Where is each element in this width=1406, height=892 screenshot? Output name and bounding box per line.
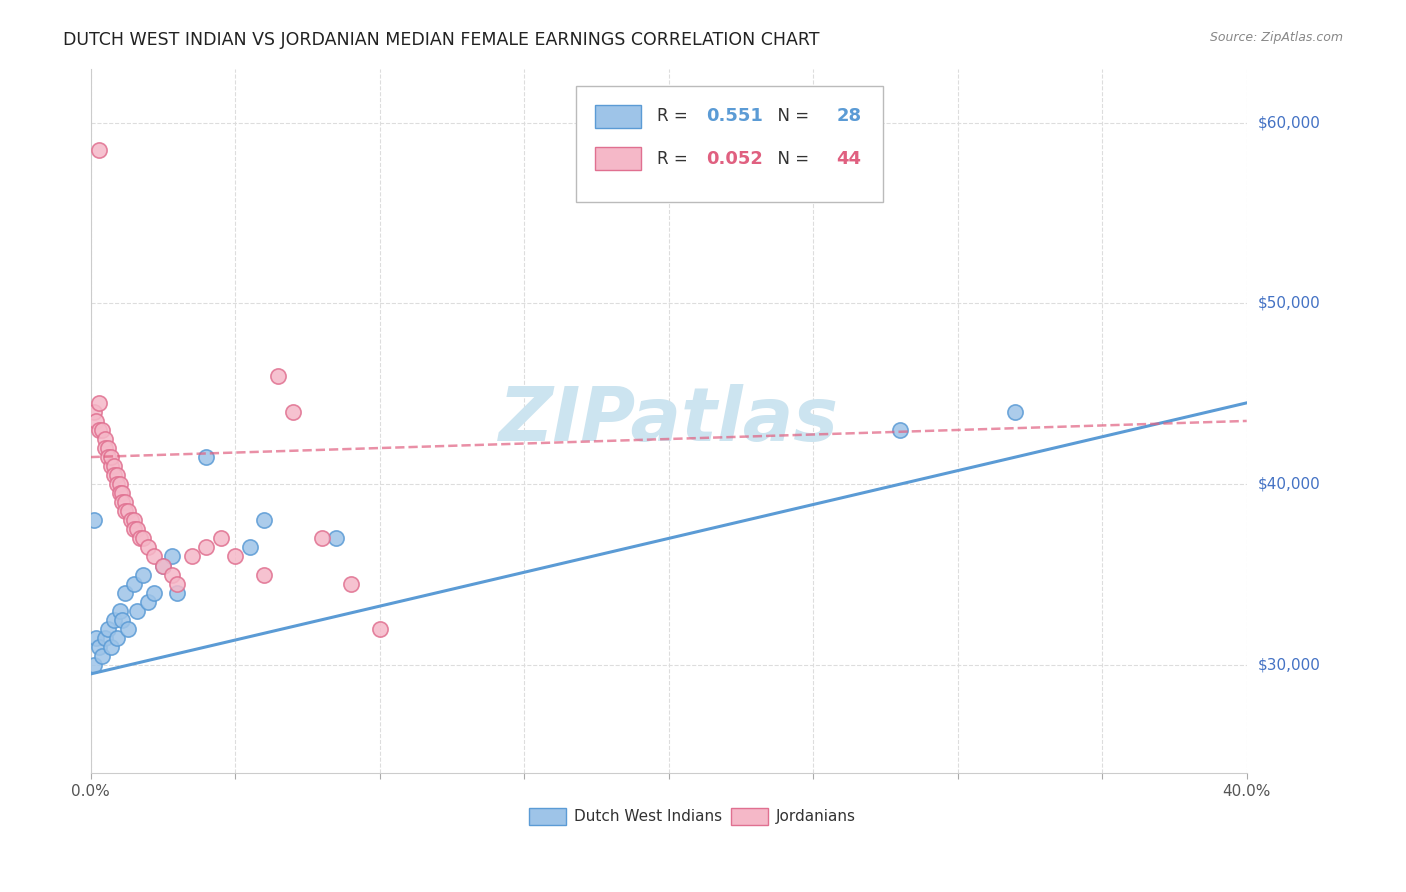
Point [86, 414, 108, 428]
Point [325, 532, 347, 546]
Point [160, 549, 183, 564]
Text: ZIPatlas: ZIPatlas [499, 384, 838, 458]
Point [224, 549, 246, 564]
Point [100, 640, 122, 654]
Point [103, 613, 125, 627]
Text: R =: R = [657, 107, 693, 126]
Point [152, 558, 174, 573]
Text: DUTCH WEST INDIAN VS JORDANIAN MEDIAN FEMALE EARNINGS CORRELATION CHART: DUTCH WEST INDIAN VS JORDANIAN MEDIAN FE… [63, 31, 820, 49]
Text: 28: 28 [837, 107, 862, 126]
Point [368, 622, 391, 636]
Point [103, 459, 125, 474]
Point [117, 504, 139, 518]
Text: 0.551: 0.551 [706, 107, 762, 126]
Point [128, 532, 150, 546]
Point [97, 441, 120, 455]
Point [83, 657, 105, 672]
Text: N =: N = [766, 150, 814, 168]
Point [138, 594, 160, 608]
FancyBboxPatch shape [576, 87, 883, 202]
Point [267, 368, 290, 383]
Point [111, 495, 134, 509]
Point [166, 585, 188, 599]
Text: Jordanians: Jordanians [776, 809, 856, 824]
Point [122, 513, 145, 527]
Point [108, 604, 131, 618]
Point [180, 549, 202, 564]
Point [97, 622, 120, 636]
Point [111, 486, 134, 500]
Point [117, 622, 139, 636]
Text: Source: ZipAtlas.com: Source: ZipAtlas.com [1209, 31, 1343, 45]
Point [83, 405, 105, 419]
Point [253, 513, 276, 527]
Point [195, 450, 218, 464]
Point [89, 143, 111, 157]
Point [83, 513, 105, 527]
Point [339, 576, 361, 591]
Point [91, 648, 114, 663]
Text: N =: N = [766, 107, 814, 126]
Point [89, 396, 111, 410]
Point [311, 532, 333, 546]
FancyBboxPatch shape [731, 808, 768, 825]
Point [281, 405, 304, 419]
Point [253, 567, 276, 582]
FancyBboxPatch shape [595, 105, 641, 128]
Point [97, 450, 120, 464]
Point [195, 541, 218, 555]
Point [166, 576, 188, 591]
Text: 0.052: 0.052 [706, 150, 762, 168]
Point [114, 504, 136, 518]
Text: $40,000: $40,000 [1258, 476, 1320, 491]
Point [120, 513, 142, 527]
Point [152, 558, 174, 573]
Point [89, 423, 111, 437]
Point [138, 541, 160, 555]
Text: Dutch West Indians: Dutch West Indians [574, 809, 723, 824]
Point [111, 613, 134, 627]
Point [105, 468, 128, 483]
Point [105, 477, 128, 491]
Point [94, 441, 117, 455]
Point [143, 549, 166, 564]
Text: R =: R = [657, 150, 693, 168]
Point [1004, 405, 1026, 419]
Point [131, 532, 153, 546]
Point [108, 486, 131, 500]
Point [114, 495, 136, 509]
Point [108, 477, 131, 491]
Point [103, 468, 125, 483]
Text: $60,000: $60,000 [1258, 115, 1320, 130]
Point [89, 640, 111, 654]
Point [125, 522, 148, 536]
Point [122, 576, 145, 591]
Point [131, 567, 153, 582]
FancyBboxPatch shape [595, 147, 641, 170]
Point [122, 522, 145, 536]
Point [100, 459, 122, 474]
Point [86, 631, 108, 645]
FancyBboxPatch shape [529, 808, 565, 825]
Point [239, 541, 262, 555]
Point [209, 532, 232, 546]
Point [100, 450, 122, 464]
Point [105, 631, 128, 645]
Point [160, 567, 183, 582]
Point [125, 604, 148, 618]
Point [114, 585, 136, 599]
Point [94, 432, 117, 446]
Text: 44: 44 [837, 150, 862, 168]
Point [94, 631, 117, 645]
Text: $50,000: $50,000 [1258, 296, 1320, 311]
Point [143, 585, 166, 599]
Point [91, 423, 114, 437]
Text: $30,000: $30,000 [1258, 657, 1320, 673]
Point [889, 423, 911, 437]
